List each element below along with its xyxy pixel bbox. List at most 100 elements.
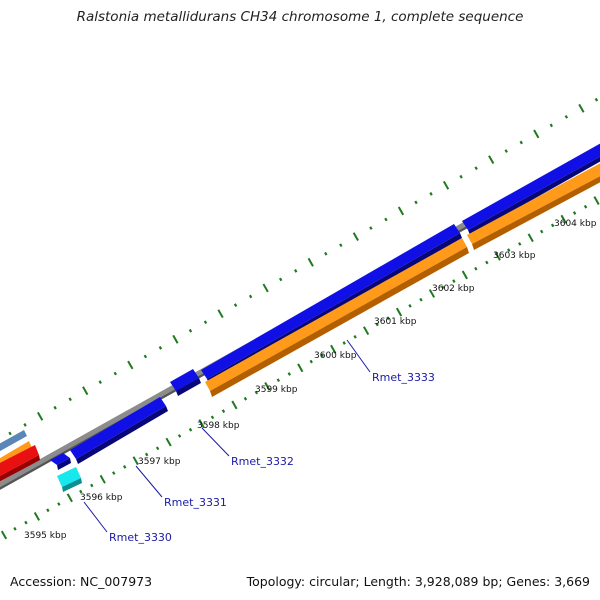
inner-minor-tick: [375, 322, 379, 327]
gene-rmet-3332-arrow[interactable]: [170, 369, 201, 396]
gene-orange-cds-1[interactable]: [205, 238, 469, 397]
outer-minor-tick: [549, 123, 554, 128]
outer-minor-tick: [8, 431, 12, 436]
tick-label: 3604 kbp: [554, 219, 597, 229]
outer-minor-tick: [564, 114, 569, 119]
inner-minor-tick: [583, 204, 588, 209]
inner-major-tick: [395, 307, 403, 317]
inner-major-tick: [132, 456, 139, 466]
tick-label: 3598 kbp: [197, 421, 240, 431]
inner-major-tick: [66, 493, 73, 503]
outer-minor-tick: [519, 140, 523, 145]
gene-label-rmet-3331[interactable]: Rmet_3331: [164, 496, 227, 509]
gene-label-rmet-3333[interactable]: Rmet_3333: [372, 371, 435, 384]
outer-major-tick: [82, 386, 89, 396]
outer-major-tick: [307, 257, 314, 267]
tick-label: 3602 kbp: [432, 284, 475, 294]
inner-major-tick: [560, 214, 567, 224]
topology-summary-text: Topology: circular; Length: 3,928,089 bp…: [246, 574, 590, 589]
gene-callouts: Rmet_3330 Rmet_3331 Rmet_3332 Rmet_3333: [83, 339, 435, 544]
inner-minor-tick: [123, 465, 127, 469]
inner-minor-tick: [320, 353, 324, 358]
outer-minor-tick: [113, 371, 117, 376]
outer-minor-tick: [594, 97, 599, 102]
outer-minor-tick: [339, 243, 343, 248]
outer-minor-tick: [459, 174, 463, 179]
outer-minor-tick: [429, 192, 433, 196]
position-tick-labels: 3595 kbp 3596 kbp 3597 kbp 3598 kbp 3599 kbp…: [24, 219, 597, 541]
outer-major-tick: [127, 360, 134, 370]
inner-minor-tick: [408, 304, 412, 308]
inner-minor-tick: [210, 415, 215, 420]
outer-minor-tick: [369, 226, 373, 230]
inner-minor-tick: [474, 266, 478, 271]
inner-minor-tick: [539, 229, 544, 234]
outer-minor-tick: [53, 405, 57, 410]
inner-minor-tick: [518, 242, 522, 246]
outer-minor-tick: [474, 166, 478, 171]
outer-major-tick: [578, 103, 585, 113]
gene-label-leader-line: [346, 339, 371, 373]
tick-label: 3595 kbp: [24, 531, 67, 541]
outer-major-tick: [442, 180, 450, 190]
inner-minor-tick: [155, 446, 160, 451]
inner-minor-tick: [452, 279, 456, 283]
gene-rmet-3331-arrow[interactable]: [70, 397, 168, 464]
outer-major-tick: [37, 411, 44, 421]
inner-minor-tick: [79, 489, 83, 494]
inner-minor-tick: [353, 334, 357, 339]
gene-label-leader-line: [135, 465, 163, 498]
tick-label: 3597 kbp: [138, 457, 181, 467]
inner-minor-tick: [144, 452, 149, 457]
tick-label: 3603 kbp: [493, 251, 536, 261]
map-title: Ralstonia metallidurans CH34 chromosome …: [76, 9, 524, 25]
outer-minor-tick: [233, 303, 238, 307]
outer-minor-tick: [324, 251, 328, 256]
gene-label-leader-line: [83, 501, 108, 533]
inner-minor-tick: [243, 396, 248, 401]
inner-major-tick: [363, 326, 370, 336]
inner-minor-tick: [507, 248, 511, 252]
outer-minor-tick: [414, 200, 418, 205]
outer-major-tick: [533, 129, 540, 139]
inner-minor-tick: [112, 471, 116, 475]
feature-red-partial: [0, 445, 40, 482]
accession-text: Accession: NC_007973: [10, 574, 153, 589]
inner-minor-tick: [550, 223, 555, 228]
outer-minor-tick: [23, 423, 27, 427]
tick-label: 3596 kbp: [80, 493, 123, 503]
gene-label-rmet-3332[interactable]: Rmet_3332: [231, 455, 294, 468]
gene-cyan-cds[interactable]: [57, 467, 82, 492]
inner-major-tick: [330, 344, 337, 354]
outer-major-tick: [217, 309, 224, 319]
inner-major-tick: [264, 381, 271, 391]
inner-minor-tick: [24, 520, 28, 525]
inner-minor-tick: [386, 316, 390, 321]
inner-minor-tick: [254, 390, 259, 395]
outer-minor-tick: [68, 397, 72, 402]
outer-major-tick: [397, 206, 405, 216]
inner-major-tick: [99, 474, 106, 484]
gene-rmet-3330-arrow[interactable]: [50, 453, 71, 470]
outer-major-tick: [262, 283, 269, 293]
inner-minor-tick: [485, 260, 489, 265]
gene-label-rmet-3330[interactable]: Rmet_3330: [109, 531, 172, 544]
inner-major-tick: [527, 233, 534, 243]
inner-major-tick: [0, 530, 8, 540]
feature-steel-partial: [0, 430, 27, 452]
outer-major-tick: [352, 232, 359, 242]
inner-major-tick: [428, 289, 436, 298]
tick-label: 3601 kbp: [374, 317, 417, 327]
inner-major-tick: [33, 512, 41, 521]
gene-cds-right-arrow[interactable]: [462, 138, 600, 235]
outer-minor-tick: [294, 269, 298, 273]
inner-minor-tick: [419, 297, 423, 302]
inner-major-tick: [198, 419, 205, 428]
inner-minor-tick: [342, 341, 346, 345]
gene-orange-cds-2[interactable]: [467, 158, 600, 250]
inner-tick-ring: [0, 196, 600, 540]
tick-label: 3600 kbp: [314, 351, 357, 361]
outer-minor-tick: [203, 320, 208, 325]
